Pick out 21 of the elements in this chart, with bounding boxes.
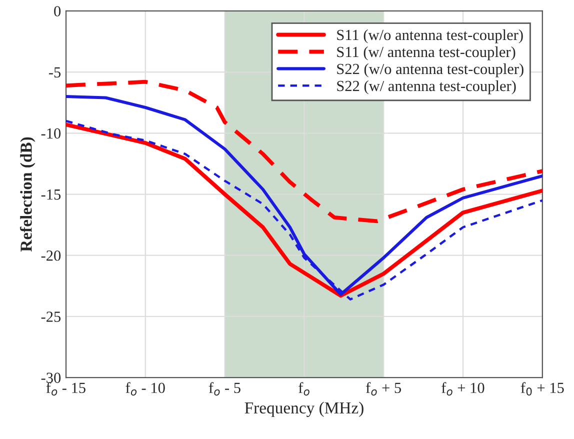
x-tick-label: f$_{o}$ - 15 [46,382,86,396]
y-tick-label: -5 [48,67,61,78]
y-tick-label: -10 [41,128,61,139]
legend-label: S22 (w/o antenna test-coupler) [337,63,524,78]
y-tick-label: -25 [41,312,61,322]
x-axis-title: Frequency (MHz) [244,402,364,417]
legend-label: S22 (w/ antenna test-coupler) [337,80,516,94]
legend-label: S11 (w/ antenna test-coupler) [337,46,516,60]
y-axis-title: Refelection (dB) [20,137,36,252]
x-tick-label: f$_{o}$ [298,382,310,396]
x-tick-label: f$_{o}$ - 5 [208,382,240,396]
y-tick-label: -30 [41,372,61,383]
y-tick-label: -20 [41,250,61,261]
y-tick-label: 0 [54,6,61,16]
y-tick-label: -15 [41,189,61,200]
x-tick-label: f$_{o}$ - 10 [126,382,165,396]
x-tick-label: f$_{0}$ + 15 [520,382,564,396]
x-tick-label: f$_{o}$ + 10 [442,382,484,396]
x-tick-label: f$_{o}$ + 5 [366,382,402,396]
legend-label: S11 (w/o antenna test-coupler) [337,29,523,44]
line-series [66,80,542,224]
